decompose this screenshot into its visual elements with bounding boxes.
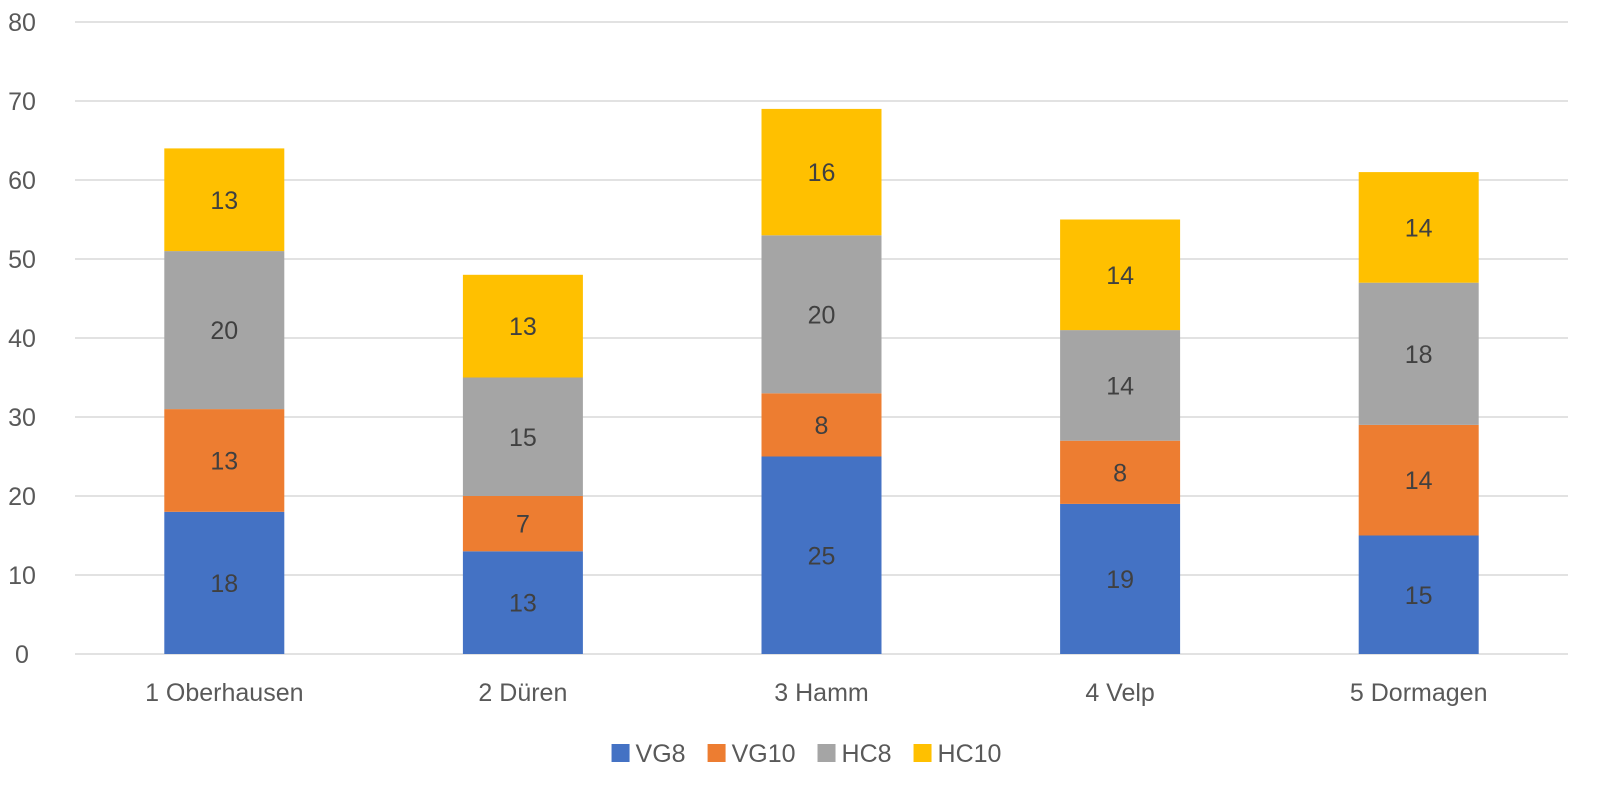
legend-item-hc10: HC10 [913, 740, 1002, 768]
data-label: 25 [808, 542, 836, 570]
data-label: 14 [1106, 372, 1134, 400]
data-label: 18 [210, 570, 238, 598]
legend-swatch [707, 744, 726, 762]
legend-label: HC10 [938, 740, 1002, 768]
bar-segment-vg10 [462, 496, 583, 552]
data-label: 14 [1405, 214, 1433, 242]
bar-segment-vg8 [761, 456, 882, 654]
x-tick-label: 5 Dormagen [1350, 679, 1488, 707]
bars: 18 13 20 13 13 7 15 13 25 8 20 16 19 8 14 14 15 14 18 14 [164, 108, 1479, 654]
bar-segment-vg8 [1358, 535, 1479, 654]
data-label: 15 [509, 424, 537, 452]
legend: VG8 VG10 HC8 HC10 [611, 740, 1002, 768]
bar-segment-hc10 [1060, 219, 1181, 331]
data-label: 14 [1106, 262, 1134, 290]
legend-item-vg10: VG10 [707, 740, 796, 768]
bar-segment-vg10 [1358, 424, 1479, 536]
data-label: 18 [1405, 341, 1433, 369]
data-label: 7 [516, 511, 530, 539]
legend-swatch [913, 744, 932, 762]
legend-swatch [611, 744, 630, 762]
y-tick-label: 60 [8, 167, 36, 195]
data-label: 8 [815, 412, 829, 440]
data-label: 16 [808, 159, 836, 187]
bar-segment-vg10 [1060, 440, 1181, 504]
bar-segment-vg8 [164, 511, 285, 654]
y-tick-label: 0 [15, 641, 29, 669]
y-tick-label: 70 [8, 88, 36, 116]
bar-segment-vg10 [164, 409, 285, 512]
legend-item-vg8: VG8 [611, 740, 686, 768]
x-tick-label: 4 Velp [1085, 679, 1155, 707]
bar-segment-hc8 [1358, 282, 1479, 425]
x-tick-label: 3 Hamm [774, 679, 868, 707]
bar-segment-hc8 [462, 377, 583, 496]
legend-label: VG8 [636, 740, 686, 768]
data-label: 14 [1405, 467, 1433, 495]
bar-segment-vg8 [1060, 503, 1181, 654]
x-tick-label: 1 Oberhausen [145, 679, 303, 707]
legend-label: VG10 [732, 740, 796, 768]
legend-swatch [817, 744, 836, 762]
bar-segment-hc10 [164, 148, 285, 252]
data-label: 19 [1106, 566, 1134, 594]
x-tick-label: 2 Düren [478, 679, 567, 707]
data-label: 20 [808, 301, 836, 329]
y-tick-label: 50 [8, 246, 36, 274]
bar-segment-vg10 [761, 393, 882, 457]
y-tick-label: 30 [8, 404, 36, 432]
data-label: 20 [210, 317, 238, 345]
data-label: 15 [1405, 582, 1433, 610]
bar-segment-hc10 [761, 108, 882, 236]
y-tick-label: 10 [8, 562, 36, 590]
legend-label: HC8 [842, 740, 892, 768]
bar-segment-vg8 [462, 551, 583, 654]
data-label: 13 [509, 590, 537, 618]
x-axis: 1 Oberhausen 2 Düren 3 Hamm 4 Velp 5 Dormage… [145, 679, 1487, 707]
bar-segment-hc10 [1358, 172, 1479, 283]
data-label: 13 [210, 187, 238, 215]
bar-segment-hc10 [462, 274, 583, 378]
y-tick-label: 80 [8, 9, 36, 37]
data-label: 13 [509, 313, 537, 341]
bar-segment-hc8 [1060, 330, 1181, 441]
bar-segment-hc8 [761, 235, 882, 394]
bar-segment-hc8 [164, 251, 285, 410]
y-tick-label: 20 [8, 483, 36, 511]
data-label: 13 [210, 447, 238, 475]
y-tick-label: 40 [8, 325, 36, 353]
legend-item-hc8: HC8 [817, 740, 892, 768]
data-label: 8 [1113, 459, 1127, 487]
y-axis: 0 10 20 30 40 50 60 70 80 [8, 9, 36, 669]
